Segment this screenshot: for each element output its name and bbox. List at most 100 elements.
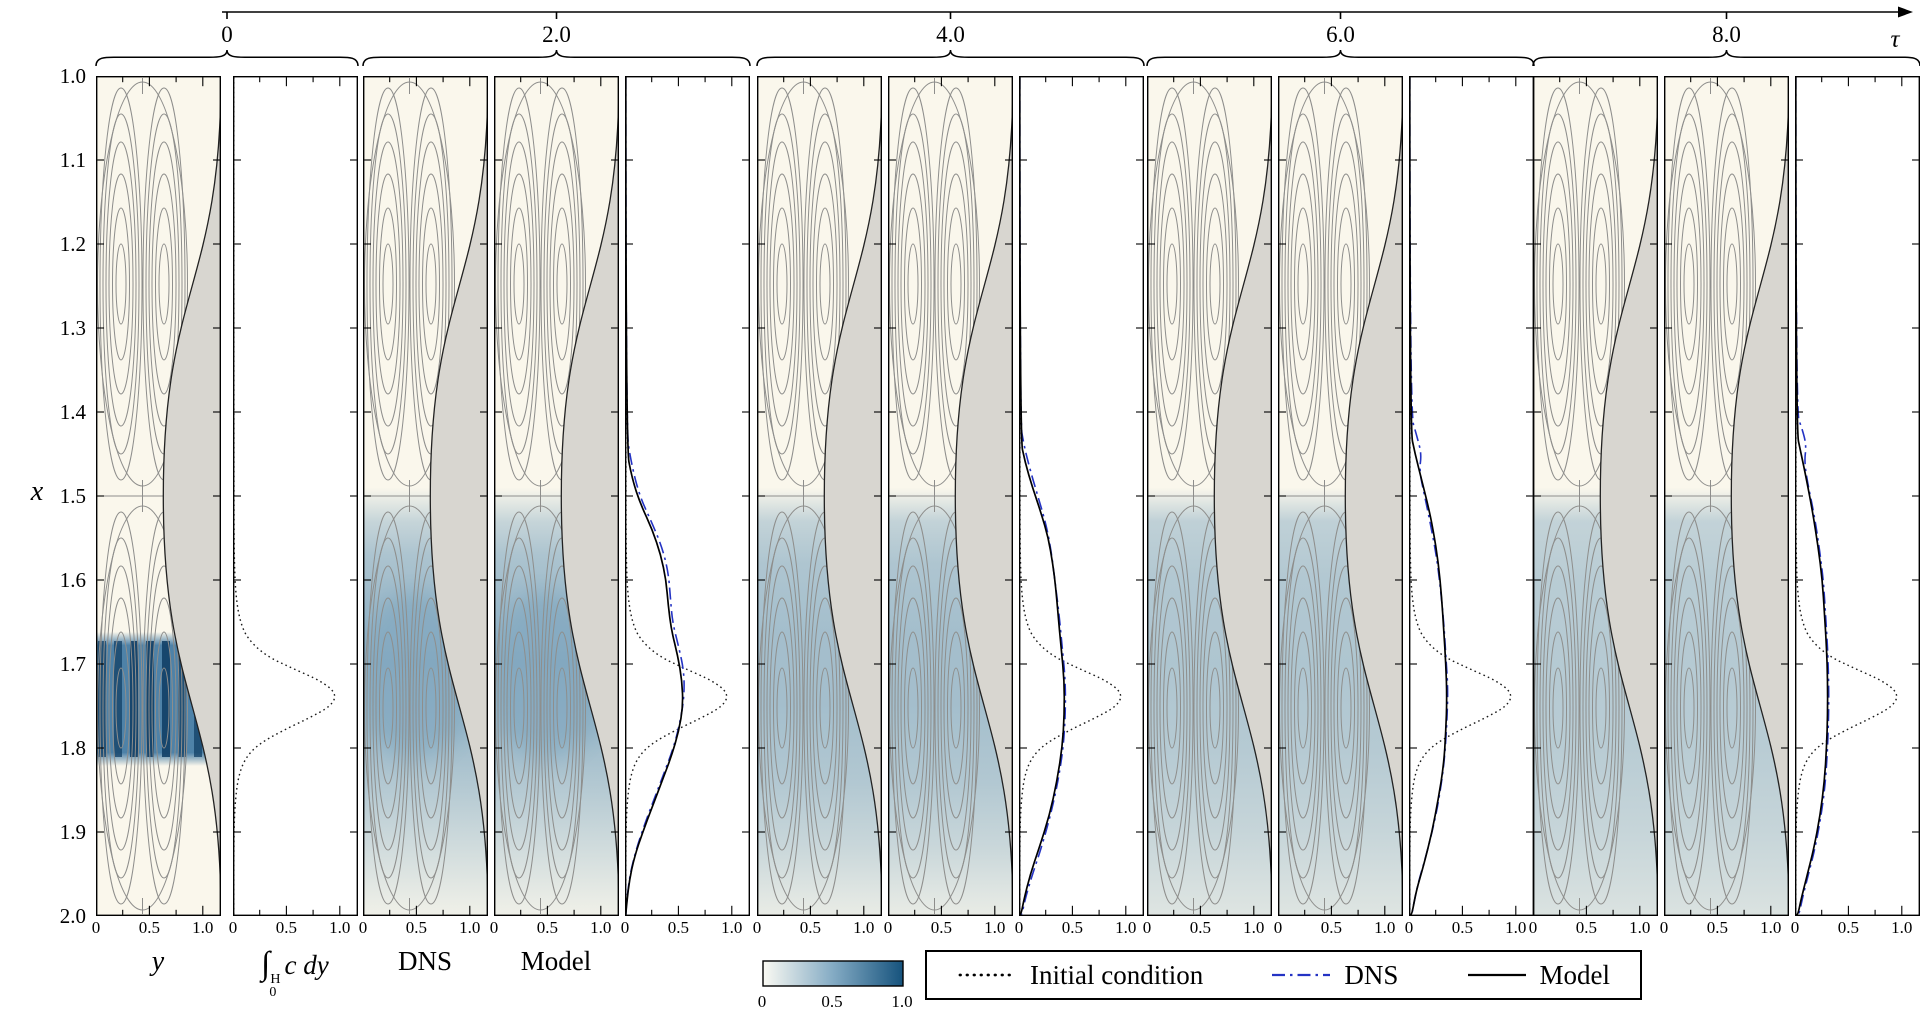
axis-ticks (1147, 77, 1271, 915)
panel-tau0-profile (233, 76, 358, 916)
profile-plot-area (233, 76, 358, 916)
group-brace (1146, 49, 1535, 67)
x-axis-tick-label: 1.4 (59, 400, 86, 424)
profile-curves (1795, 77, 1898, 916)
integral-sub: 0 (269, 985, 277, 1000)
panel-tau6.0-profile (1409, 76, 1534, 916)
value-tick-label: 0.5 (405, 918, 428, 937)
axis-ticks (233, 77, 357, 915)
model-curve (1795, 77, 1829, 916)
axis-ticks (1019, 77, 1143, 915)
value-tick-label: 1.0 (1115, 918, 1137, 937)
panel-tau8.0-dns (1533, 76, 1658, 916)
profile-plot-area (1409, 76, 1534, 916)
outside-wall-region (561, 76, 619, 916)
value-tick-label: 1.0 (1243, 918, 1265, 937)
solid-line-icon (1467, 973, 1526, 977)
x-axis-tick-label: 2.0 (59, 904, 86, 928)
duct-wall (162, 76, 221, 916)
legend-label-model: Model (1539, 959, 1611, 990)
axis-ticks (757, 77, 881, 915)
streamlines (1278, 78, 1403, 914)
value-tick-label: 1.0 (459, 918, 481, 937)
panel-tau6.0-dns (1147, 76, 1272, 916)
legend-item-dns: DNS (1271, 960, 1398, 991)
colorbar-tick-label: 0.5 (821, 992, 843, 1011)
x-axis-tick-label: 1.7 (59, 652, 86, 676)
panel-frame (1019, 76, 1144, 916)
value-tick-label: 0.5 (1837, 918, 1860, 937)
axis-ticks (494, 77, 618, 915)
x-axis-tick-label: 1.5 (59, 484, 86, 508)
value-tick-label: 0 (1790, 918, 1800, 937)
value-tick-label: 0 (228, 918, 238, 937)
duct-wall (1599, 76, 1658, 916)
panel-frame (233, 76, 358, 916)
legend-item-model: Model (1467, 959, 1611, 991)
value-tick-label: 1.0 (1629, 918, 1651, 937)
outside-wall-region (955, 76, 1013, 916)
panel-tau0-initial (96, 76, 221, 916)
value-tick-label: 0 (1528, 918, 1538, 937)
group-brace (95, 49, 359, 67)
panel-frame (1278, 76, 1403, 916)
group-brace (756, 49, 1145, 67)
value-tick-label: 0 (752, 918, 762, 937)
panel-tau2.0-profile (625, 76, 750, 916)
value-tick-label: 0.5 (275, 918, 298, 937)
tau-tick-label: 4.0 (936, 22, 965, 47)
group-brace (362, 49, 751, 67)
model-curve (1019, 77, 1066, 916)
arrow-head-icon (1898, 6, 1913, 18)
axis-ticks (888, 77, 1012, 915)
duct-wall (1730, 76, 1789, 916)
dns-curve (625, 77, 685, 915)
colorbar-gradient (762, 960, 904, 987)
duct-wall (954, 76, 1013, 916)
integral-sign: ∫ (261, 946, 271, 982)
panel-tau2.0-dns (363, 76, 488, 916)
x-axis-tick-label: 1.3 (59, 316, 86, 340)
value-tick-label: 1.0 (192, 918, 214, 937)
panel-frame (625, 76, 750, 916)
profile-curves (1019, 77, 1122, 916)
value-tick-label: 0 (358, 918, 368, 937)
tau-tick-label: 2.0 (542, 22, 571, 47)
value-tick-label: 0 (489, 918, 499, 937)
x-axis-tick-label: 1.0 (59, 64, 86, 88)
streamlines (1533, 78, 1658, 914)
value-tick-label: 0 (1404, 918, 1414, 937)
value-tick-label: 0.5 (667, 918, 690, 937)
value-tick-label: 0.5 (1189, 918, 1212, 937)
panel-frame (1795, 76, 1920, 916)
panel-frame (757, 76, 882, 916)
dns-curve (1019, 77, 1067, 916)
value-tick-label: 1.0 (1374, 918, 1396, 937)
streamlines (494, 78, 619, 914)
profile-plot-area (1019, 76, 1144, 916)
axis-ticks (1409, 77, 1533, 915)
value-tick-label: 0.5 (1320, 918, 1343, 937)
value-tick-label: 0 (883, 918, 893, 937)
outside-wall-region (163, 76, 221, 916)
legend-item-initial: Initial condition (957, 960, 1203, 991)
duct-wall (823, 76, 882, 916)
streamlines (757, 78, 882, 914)
value-tick-label: 0 (1142, 918, 1152, 937)
value-tick-label: 0.5 (1706, 918, 1729, 937)
streamlines (96, 78, 221, 914)
outside-wall-region (1600, 76, 1658, 916)
axis-ticks (1278, 77, 1402, 915)
panel-tau8.0-profile (1795, 76, 1920, 916)
axis-ticks (363, 77, 487, 915)
axis-ticks (1533, 77, 1657, 915)
col-label-y: y (151, 946, 165, 977)
profile-plot-area (625, 76, 750, 916)
duct-wall (429, 76, 488, 916)
x-axis-label: x (30, 476, 44, 507)
axis-ticks (625, 77, 749, 915)
profile-curves (625, 77, 728, 915)
value-tick-label: 0.5 (1451, 918, 1474, 937)
x-axis-tick-label: 1.9 (59, 820, 86, 844)
